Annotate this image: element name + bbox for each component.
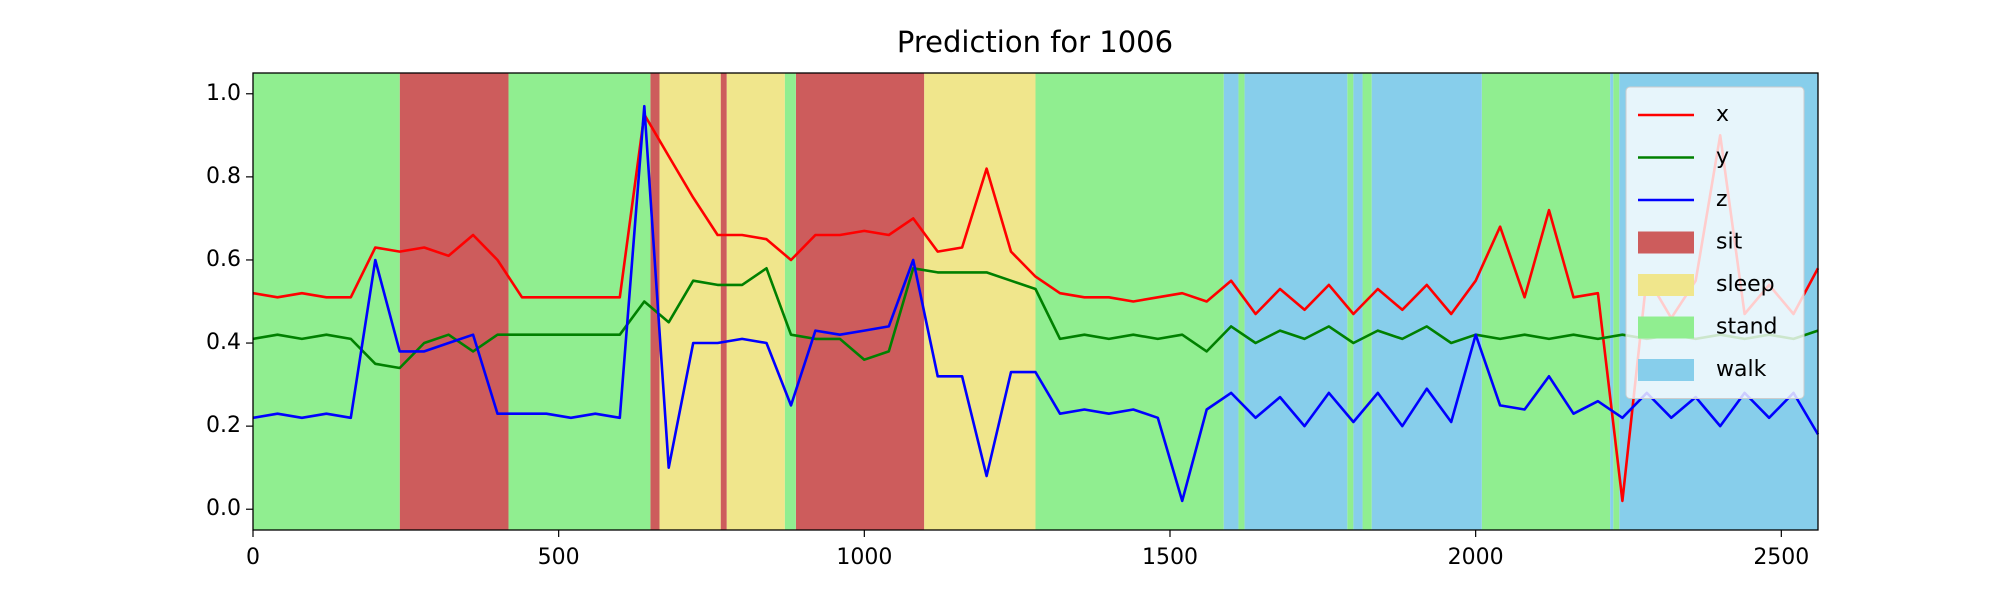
- class-span: [1371, 73, 1482, 530]
- class-span: [1347, 73, 1354, 530]
- legend-label: x: [1716, 102, 1729, 127]
- plot-frame: [252, 72, 1819, 531]
- y-tick-label: 1.0: [206, 81, 241, 106]
- x-tick-label: 2500: [1753, 545, 1809, 570]
- chart-title: Prediction for 1006: [897, 25, 1173, 59]
- legend-label: z: [1716, 187, 1728, 212]
- class-span: [924, 73, 1036, 530]
- legend-swatch: [1638, 274, 1694, 296]
- class-span: [659, 73, 721, 530]
- y-tick-label: 0.8: [206, 164, 241, 189]
- class-span: [253, 73, 400, 530]
- class-span: [784, 73, 796, 530]
- y-tick-label: 0.0: [206, 496, 241, 521]
- x-tick-label: 1000: [836, 545, 892, 570]
- legend-swatch: [1638, 359, 1694, 381]
- class-span: [726, 73, 785, 530]
- x-tick-label: 2000: [1448, 545, 1504, 570]
- class-span: [720, 73, 727, 530]
- class-span: [1610, 73, 1614, 530]
- class-span: [1353, 73, 1363, 530]
- x-tick-label: 0: [246, 545, 260, 570]
- legend-label: walk: [1716, 357, 1767, 382]
- legend-swatch: [1638, 231, 1694, 254]
- series-line: [252, 104, 1820, 503]
- legend-label: sit: [1716, 230, 1743, 255]
- class-span: [508, 73, 651, 530]
- x-tick-label: 1500: [1142, 545, 1198, 570]
- y-tick-label: 0.6: [206, 247, 241, 272]
- x-tick-label: 500: [538, 545, 580, 570]
- y-tick-label: 0.4: [206, 330, 241, 355]
- y-tick-label: 0.2: [206, 413, 241, 438]
- class-span: [1481, 73, 1611, 530]
- class-span: [795, 73, 925, 530]
- legend-swatch: [1638, 316, 1694, 339]
- series-line: [252, 267, 1819, 370]
- class-span: [1613, 73, 1620, 530]
- class-span: [650, 73, 660, 530]
- legend-label: stand: [1716, 315, 1777, 340]
- class-span: [399, 73, 509, 530]
- legend-label: sleep: [1716, 272, 1775, 297]
- class-span: [1238, 73, 1245, 530]
- series-line: [252, 113, 1820, 503]
- legend-label: y: [1716, 145, 1729, 170]
- class-span: [1223, 73, 1239, 530]
